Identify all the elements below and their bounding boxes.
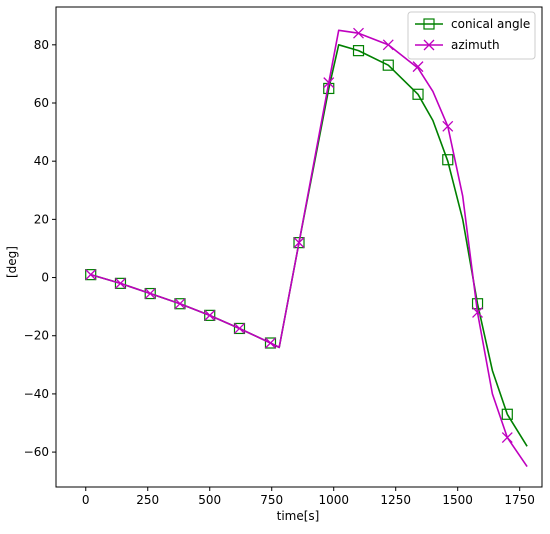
x-tick-label: 1250 <box>380 493 411 507</box>
marker-square-conical-angle <box>352 45 365 57</box>
y-tick-label: −40 <box>24 387 49 401</box>
marker-square-conical-angle <box>264 337 277 349</box>
y-tick-label: 20 <box>34 212 49 226</box>
legend-label-azimuth: azimuth <box>451 38 500 52</box>
marker-x-azimuth <box>144 288 156 300</box>
legend-label-conical-angle: conical angle <box>451 17 530 31</box>
legend: conical angle azimuth <box>407 11 536 60</box>
marker-square-conical-angle <box>293 237 305 249</box>
marker-x-azimuth <box>472 306 483 318</box>
marker-x-azimuth <box>204 309 216 321</box>
x-tick-label: 1500 <box>442 493 473 507</box>
marker-square-conical-angle <box>233 322 246 335</box>
y-tick-label: 40 <box>34 154 49 168</box>
x-tick-label: 1750 <box>504 493 535 507</box>
marker-square-conical-angle <box>85 269 97 281</box>
series-line-azimuth <box>90 29 528 468</box>
marker-square-conical-angle <box>204 309 216 321</box>
plot-area <box>85 27 528 468</box>
marker-square-conical-angle <box>442 154 454 166</box>
axes-frame <box>55 6 543 488</box>
y-tick-label: 80 <box>34 38 49 52</box>
y-axis-label: [deg] <box>5 246 19 278</box>
marker-x-azimuth <box>442 120 454 132</box>
axes: 0 250 500 750 1000 1250 1500 1750 −60 −40 −20 0 20 40… <box>24 6 543 507</box>
legend-marker-x <box>423 39 435 51</box>
marker-square-conical-angle <box>382 59 394 71</box>
x-axis-label: time[s] <box>277 509 320 523</box>
marker-x-azimuth <box>382 39 394 51</box>
marker-x-azimuth <box>353 27 364 39</box>
marker-x-azimuth <box>501 432 513 444</box>
marker-x-azimuth <box>234 322 245 334</box>
marker-x-azimuth <box>412 61 424 73</box>
marker-square-conical-angle <box>412 88 424 100</box>
x-tick-label: 500 <box>198 493 221 507</box>
marker-x-azimuth <box>85 269 97 281</box>
marker-x-azimuth <box>293 237 305 249</box>
marker-square-conical-angle <box>174 298 186 310</box>
marker-square-conical-angle <box>114 277 127 289</box>
y-tick-label: −60 <box>24 445 49 459</box>
y-tick-label: 0 <box>41 271 49 285</box>
y-tick-label: 60 <box>34 96 49 110</box>
legend-marker-square <box>423 18 435 30</box>
marker-square-conical-angle <box>501 408 513 420</box>
y-tick-label: −20 <box>24 329 49 343</box>
marker-x-azimuth <box>115 277 126 289</box>
marker-x-azimuth <box>174 298 186 310</box>
marker-square-conical-angle <box>144 287 156 300</box>
x-tick-label: 0 <box>82 493 90 507</box>
marker-x-azimuth <box>323 77 335 89</box>
marker-x-azimuth <box>265 337 276 349</box>
x-tick-label: 750 <box>260 493 283 507</box>
x-tick-label: 1000 <box>318 493 349 507</box>
x-tick-label: 250 <box>136 493 159 507</box>
